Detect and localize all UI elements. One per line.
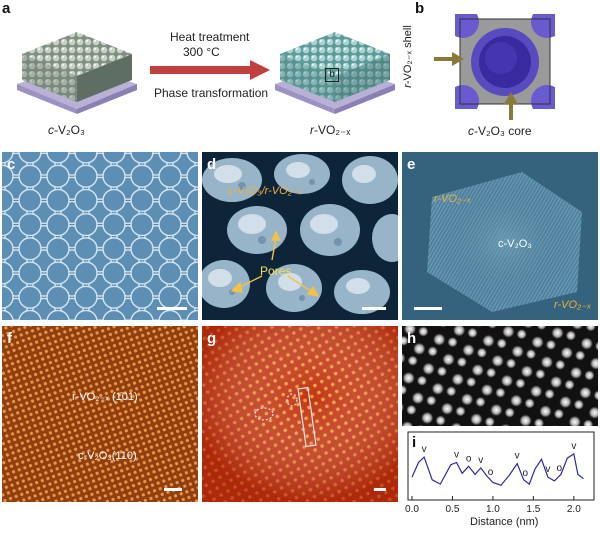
phase-transformation-label: Phase transformation (154, 86, 269, 100)
panel-g-haadf-image: g (202, 326, 398, 502)
panel-letter-h: h (407, 330, 417, 347)
x-axis-label: Distance (nm) (470, 516, 539, 528)
peak-marker-9: v (571, 441, 576, 452)
x-tick-label-3: 1.5 (526, 504, 540, 515)
panel-h-simulated-image: h (402, 326, 598, 426)
panel-letter-d: d (207, 156, 217, 173)
peak-marker-6: o (522, 468, 528, 479)
core-label-e: c-V₂O₃ (498, 238, 532, 250)
scale-bar-c (157, 307, 187, 310)
porous-particles (202, 154, 398, 314)
profile-line (411, 452, 584, 486)
core-shell-schematic (455, 14, 555, 109)
rutile-plane-label: r-VO₂₋ₓ (1̄01) (72, 391, 138, 403)
panel-f-hrtem-image: r-VO₂₋ₓ (1̄01) c-V₂O₃(110) f (2, 326, 198, 502)
transformation-arrow-icon (150, 60, 270, 80)
core-pointer-arrow-icon (504, 92, 518, 120)
simulated-atoms-h (402, 326, 598, 426)
panel-letter-g: g (207, 330, 217, 347)
x-tick-label-0: 0.0 (405, 504, 419, 515)
x-tick-label-1: 0.5 (446, 504, 460, 515)
rutile-vo2-film-illustration (275, 32, 395, 114)
x-tick-label-2: 1.0 (486, 504, 500, 515)
honeycomb-pattern (2, 152, 198, 320)
panel-letter-e: e (407, 156, 416, 173)
temperature-label: 300 °C (183, 45, 220, 59)
shell-label: r-VO₂₋ₓ shell (401, 25, 414, 88)
rutile-vo2-label: r-VO₂₋ₓ (310, 123, 351, 137)
panel-letter-f: f (7, 330, 12, 347)
panel-d-sem-image: c-V₂O₃/r-VO₂₋ₓ Pores d (202, 152, 398, 320)
pores-arrows-icon (230, 230, 320, 297)
panel-letter-a: a (2, 0, 11, 17)
x-tick-label-4: 2.0 (567, 504, 581, 515)
lattice-particle (402, 152, 598, 320)
inset-box-b: b (325, 68, 339, 82)
panel-e-tem-image: r-VO₂₋ₓ c-V₂O₃ r-VO₂₋ₓ e (402, 152, 598, 320)
panel-letter-b: b (415, 0, 425, 17)
pores-label: Pores (260, 264, 292, 278)
plot-frame (407, 431, 595, 501)
panel-letter-i: i (412, 434, 417, 451)
panel-letter-c: c (7, 156, 16, 173)
x-axis-ticks: 0.0 0.5 1.0 1.5 2.0 (405, 496, 581, 515)
scale-bar-d (362, 307, 386, 310)
cubic-plane-label: c-V₂O₃(110) (78, 450, 137, 462)
scale-bar-f (164, 488, 182, 491)
cubic-v2o3-film-illustration (17, 32, 137, 114)
peak-marker-5: v (515, 451, 520, 462)
peak-marker-7: v (545, 464, 550, 475)
heat-treatment-label: Heat treatment (170, 30, 250, 44)
peak-marker-1: v (454, 450, 459, 461)
peak-marker-8: o (556, 463, 562, 474)
shell-label-e: r-VO₂₋ₓ (434, 193, 472, 205)
edge-label-e: r-VO₂₋ₓ (554, 299, 592, 311)
peak-marker-3: v (478, 455, 483, 466)
panel-c-sem-image: c (2, 152, 198, 320)
core-label: c-V₂O₃ core (468, 124, 532, 138)
atomic-columns-g (202, 326, 398, 502)
scale-bar-g (374, 488, 386, 491)
scale-bar-e (414, 307, 442, 310)
shell-pointer-arrow-icon (434, 52, 464, 66)
peak-marker-2: o (466, 453, 472, 464)
phase-label-d: c-V₂O₃/r-VO₂₋ₓ (228, 185, 302, 197)
peak-marker-4: o (488, 467, 494, 478)
lattice-fringes-f (2, 326, 198, 502)
peak-marker-0: v (422, 444, 427, 455)
cubic-v2o3-label: c-V₂O₃ (48, 123, 85, 137)
